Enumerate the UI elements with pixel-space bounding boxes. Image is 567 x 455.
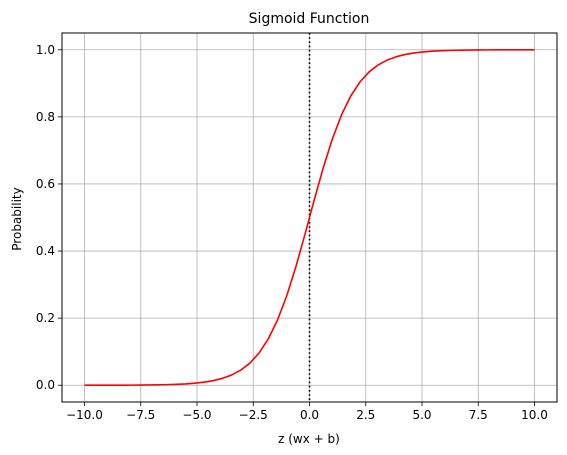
x-tick-label: −5.0	[182, 408, 211, 422]
y-tick-label: 0.6	[36, 177, 55, 191]
x-tick-label: −10.0	[66, 408, 103, 422]
chart-title: Sigmoid Function	[249, 11, 370, 27]
sigmoid-curve	[84, 48, 535, 387]
x-axis-ticks: −10.0 −7.5 −5.0 −2.5 0.0 2.5 5.0 7.5 10.0	[66, 402, 548, 422]
x-tick-label: −2.5	[239, 408, 268, 422]
y-tick-label: 0.4	[36, 244, 55, 258]
y-tick-label: 0.8	[36, 110, 55, 124]
x-tick-label: 2.5	[356, 408, 375, 422]
y-tick-label: 1.0	[36, 43, 55, 57]
x-tick-label: 7.5	[469, 408, 488, 422]
x-tick-label: 5.0	[412, 408, 431, 422]
x-tick-label: 0.0	[300, 408, 319, 422]
y-tick-label: 0.2	[36, 311, 55, 325]
x-tick-label: −7.5	[126, 408, 155, 422]
x-axis-label: z (wx + b)	[278, 432, 340, 446]
y-axis-ticks: 0.0 0.2 0.4 0.6 0.8 1.0	[36, 43, 62, 392]
series-layer	[84, 48, 535, 387]
y-tick-label: 0.0	[36, 378, 55, 392]
x-tick-label: 10.0	[521, 408, 548, 422]
y-axis-label: Probability	[10, 187, 24, 250]
